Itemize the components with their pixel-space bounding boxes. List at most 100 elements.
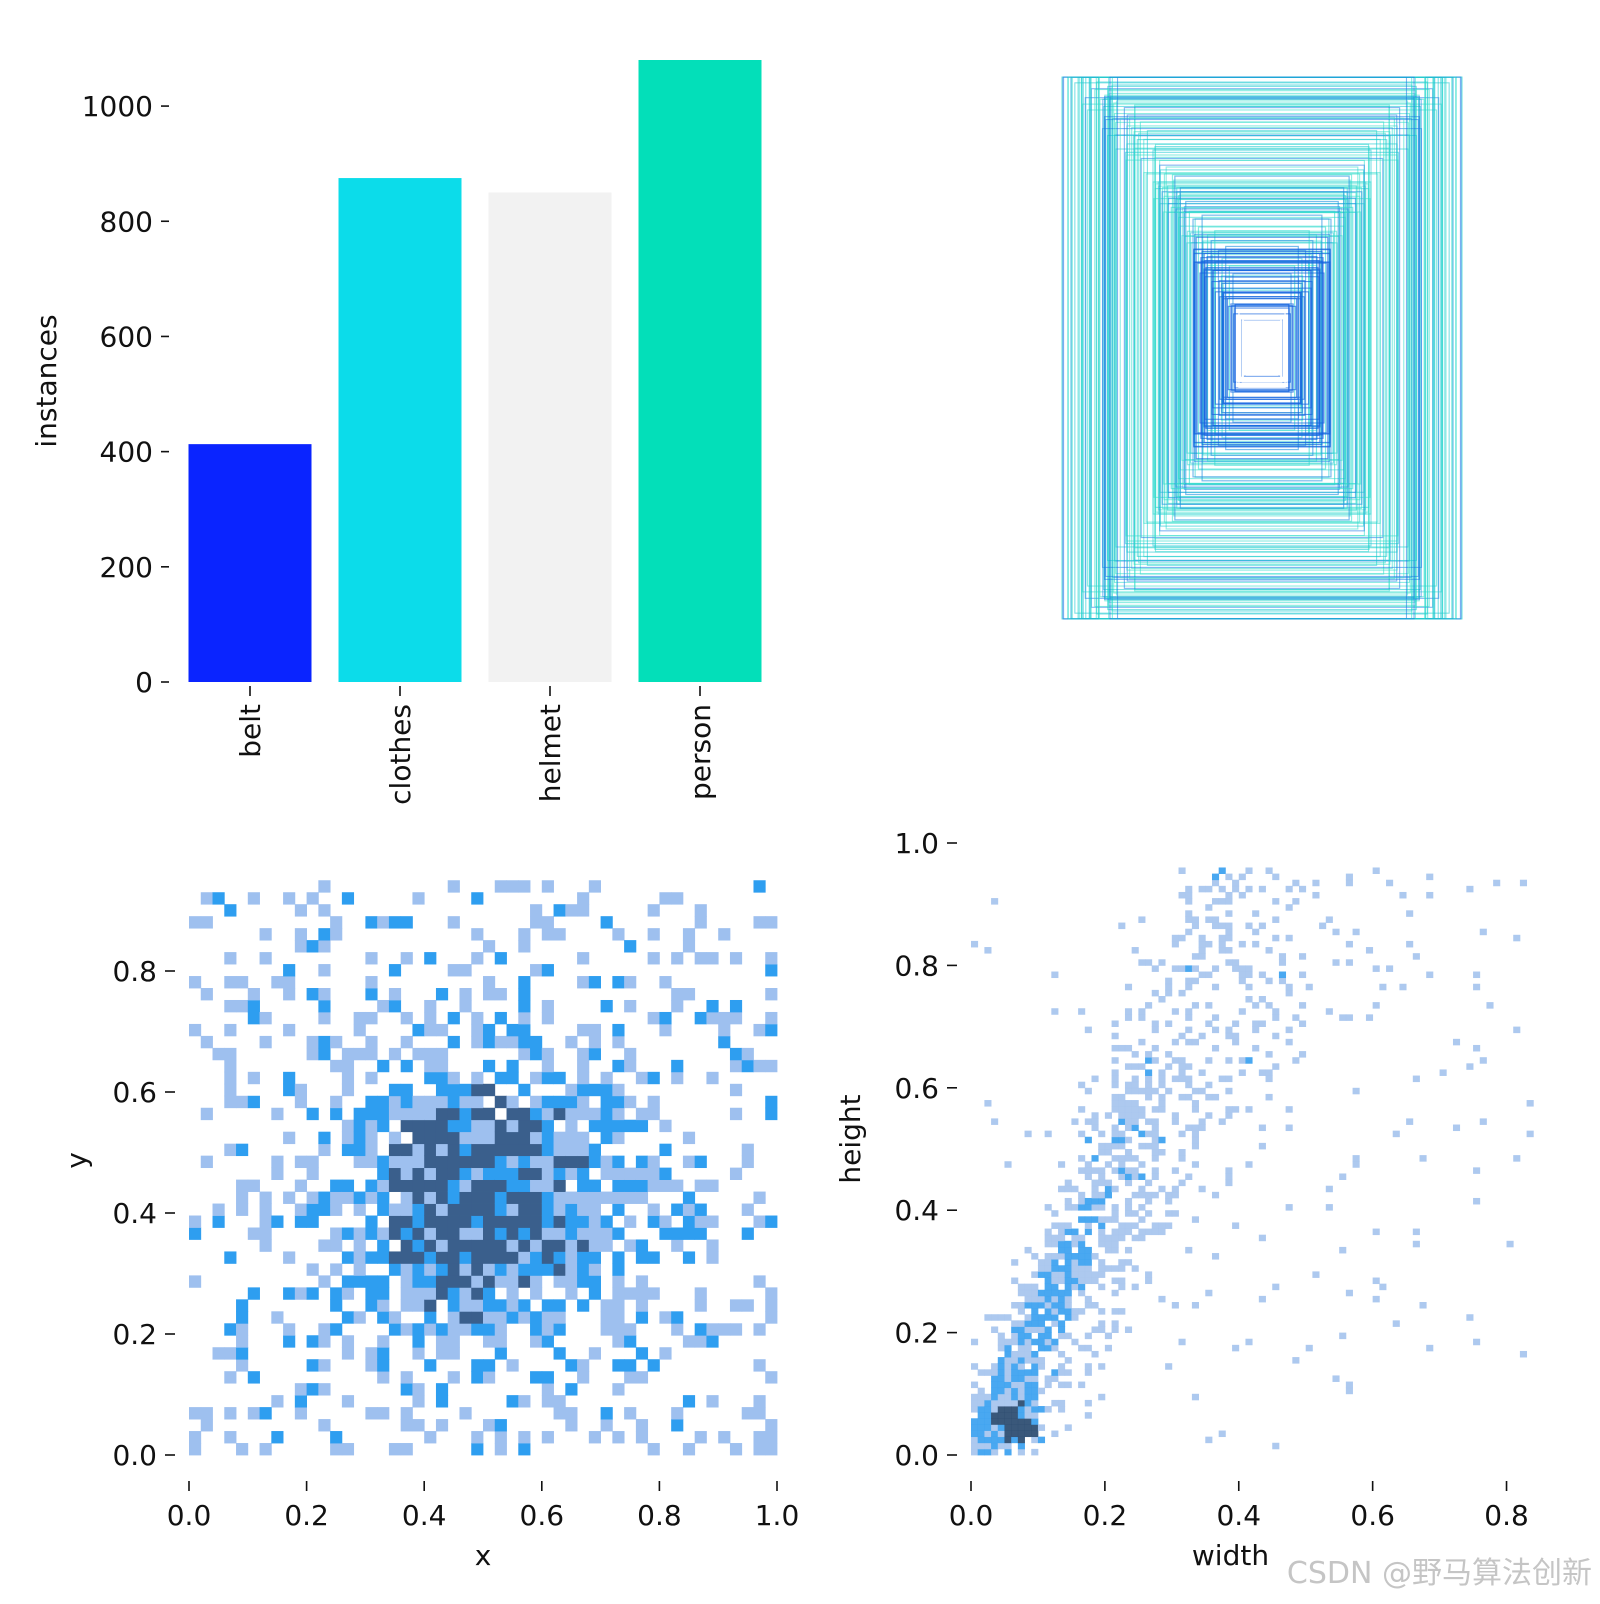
- heatmap-cell: [1024, 1418, 1032, 1425]
- heatmap-cell: [977, 1393, 985, 1401]
- heatmap-cell: [471, 1143, 484, 1157]
- heatmap-cell: [412, 892, 425, 905]
- heatmap-cell: [435, 1251, 449, 1264]
- heatmap-cell: [1098, 1271, 1106, 1278]
- heatmap-cell: [1017, 1442, 1025, 1450]
- heatmap-cell: [997, 1442, 1005, 1450]
- heatmap-cell: [494, 1071, 507, 1085]
- heatmap-cell: [1191, 1216, 1199, 1223]
- heatmap-cell: [991, 1399, 999, 1407]
- heatmap-cell: [1104, 1216, 1112, 1223]
- heatmap-cell: [1024, 1326, 1032, 1333]
- heatmap-cell: [377, 1251, 390, 1264]
- heatmap-cell: [1452, 1038, 1461, 1046]
- heatmap-cell: [447, 1227, 460, 1240]
- heatmap-cell: [635, 1119, 649, 1133]
- x-tick-label: 0.6: [520, 1499, 565, 1532]
- heatmap-cell: [236, 1347, 249, 1360]
- heatmap-cell: [624, 1323, 637, 1336]
- heatmap-cell: [365, 1251, 378, 1264]
- heatmap-cell: [1211, 898, 1220, 905]
- heatmap-cell: [565, 1251, 578, 1264]
- annotation-box: [1134, 104, 1390, 592]
- x-tick-label: 0.4: [1216, 1499, 1261, 1532]
- heatmap-cell: [1191, 977, 1199, 985]
- heatmap-cell: [518, 1131, 531, 1145]
- heatmap-cell: [353, 1107, 366, 1121]
- heatmap-cell: [1111, 1228, 1119, 1236]
- heatmap-cell: [541, 916, 554, 929]
- annotation-box: [1188, 210, 1336, 486]
- heatmap-cell: [1011, 1338, 1019, 1346]
- heatmap-cell: [682, 940, 696, 953]
- heatmap-cell: [1124, 1204, 1133, 1211]
- heatmap-cell: [706, 1215, 719, 1228]
- heatmap-cell: [971, 1436, 979, 1444]
- heatmap-cell: [377, 1335, 390, 1348]
- heatmap-cell: [388, 1443, 402, 1456]
- heatmap-cell: [588, 880, 601, 893]
- annotation-box: [1154, 156, 1370, 540]
- heatmap-cell: [694, 1287, 707, 1300]
- heatmap-cell: [377, 1191, 390, 1204]
- heatmap-cell: [765, 1215, 778, 1228]
- heatmap-cell: [1031, 1418, 1039, 1425]
- heatmap-cell: [1232, 965, 1240, 972]
- heatmap-cell: [600, 1191, 613, 1204]
- heatmap-cell: [541, 1383, 554, 1396]
- heatmap-cell: [577, 1023, 590, 1037]
- heatmap-cell: [518, 1035, 531, 1049]
- heatmap-cell: [318, 880, 331, 893]
- heatmap-cell: [671, 1071, 684, 1085]
- heatmap-cell: [541, 1215, 554, 1228]
- heatmap-cell: [1493, 879, 1501, 887]
- x-tick-label: 0.0: [167, 1499, 212, 1532]
- heatmap-cell: [1285, 1106, 1293, 1113]
- heatmap-cell: [1044, 1271, 1052, 1278]
- heatmap-cell: [318, 988, 331, 1001]
- heatmap-cell: [1198, 1069, 1206, 1076]
- heatmap-cell: [1145, 1051, 1153, 1058]
- heatmap-cell: [1285, 885, 1293, 893]
- y-tick-label: 0.8: [894, 949, 939, 982]
- heatmap-cell: [1104, 1161, 1112, 1168]
- heatmap-cell: [1084, 1399, 1092, 1407]
- heatmap-cell: [1185, 891, 1193, 899]
- heatmap-cell: [635, 1311, 649, 1324]
- annotation-box: [1192, 218, 1332, 478]
- heatmap-cell: [1479, 928, 1487, 936]
- heatmap-cell: [1037, 1406, 1046, 1413]
- heatmap-cell: [612, 1251, 625, 1264]
- heatmap-cell: [1111, 1234, 1119, 1242]
- heatmap-cell: [729, 1059, 743, 1073]
- heatmap-cell: [588, 1083, 601, 1097]
- heatmap-cell: [1024, 1375, 1032, 1382]
- heatmap-cell: [612, 1191, 625, 1204]
- heatmap-cell: [459, 988, 472, 1001]
- heatmap-cell: [1211, 1026, 1220, 1034]
- heatmap-cell: [1104, 1179, 1112, 1187]
- heatmap-cell: [471, 1167, 484, 1180]
- heatmap-cell: [1078, 1167, 1086, 1174]
- heatmap-cell: [991, 1418, 999, 1425]
- heatmap-cell: [1191, 953, 1199, 960]
- heatmap-cell: [1124, 1081, 1133, 1089]
- heatmap-cell: [377, 1119, 390, 1133]
- heatmap-cell: [318, 1035, 331, 1049]
- heatmap-cell: [1158, 996, 1166, 1003]
- heatmap-cell: [1165, 1363, 1173, 1370]
- heatmap-cell: [506, 1275, 519, 1288]
- heatmap-cell: [1071, 1228, 1079, 1236]
- heatmap-cell: [1145, 1277, 1153, 1285]
- heatmap-cell: [1171, 1167, 1179, 1174]
- heatmap-cell: [1024, 1338, 1032, 1346]
- heatmap-cell: [447, 880, 460, 893]
- heatmap-cell: [1064, 1253, 1072, 1260]
- heatmap-cell: [1071, 1253, 1079, 1260]
- heatmap-cell: [236, 999, 249, 1013]
- heatmap-cell: [635, 1239, 649, 1252]
- heatmap-cell: [1044, 1240, 1052, 1248]
- heatmap-cell: [1198, 947, 1206, 954]
- heatmap-cell: [1104, 1344, 1112, 1352]
- heatmap-cell: [1111, 1136, 1119, 1144]
